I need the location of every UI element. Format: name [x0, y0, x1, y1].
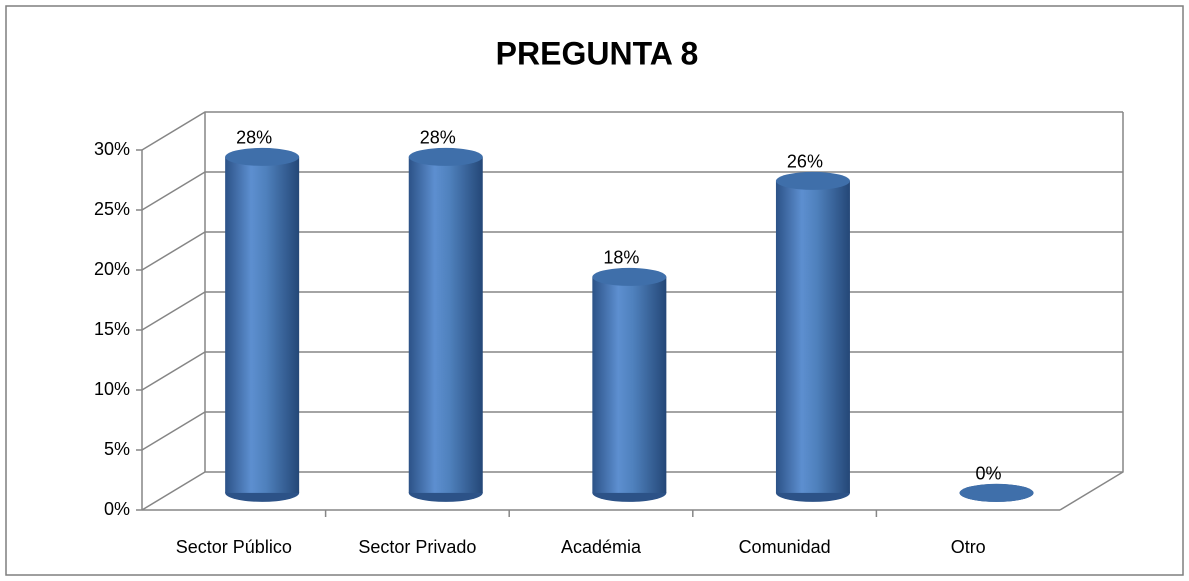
- bar-top: [775, 171, 850, 190]
- bar-top: [592, 267, 667, 286]
- bar-top: [225, 147, 300, 166]
- y-tick-label: 25%: [94, 199, 130, 219]
- bar-top: [959, 483, 1034, 502]
- bar-top: [408, 147, 483, 166]
- data-label: 28%: [420, 128, 456, 148]
- x-tick-label: Sector Público: [176, 537, 292, 557]
- grid-line: [141, 111, 1123, 151]
- data-label: 0%: [976, 464, 1002, 484]
- data-label: 26%: [787, 152, 823, 172]
- bar-body: [225, 156, 300, 493]
- x-tick-label: Comunidad: [739, 537, 831, 557]
- x-tick-label: Sector Privado: [358, 537, 476, 557]
- bar-body: [775, 180, 850, 493]
- bar: [592, 267, 667, 502]
- y-tick-label: 30%: [94, 139, 130, 159]
- y-tick-label: 15%: [94, 319, 130, 339]
- y-tick-label: 5%: [104, 439, 130, 459]
- bar: [959, 483, 1034, 502]
- x-tick-label: Otro: [951, 537, 986, 557]
- chart-title: PREGUNTA 8: [496, 35, 699, 71]
- bar: [775, 171, 850, 502]
- y-tick-label: 20%: [94, 259, 130, 279]
- data-label: 28%: [236, 128, 272, 148]
- bar: [408, 147, 483, 502]
- bar: [225, 147, 300, 502]
- data-label: 18%: [603, 248, 639, 268]
- y-tick-label: 0%: [104, 499, 130, 519]
- bar-body: [592, 276, 667, 493]
- bar-body: [408, 156, 483, 493]
- y-tick-label: 10%: [94, 379, 130, 399]
- x-tick-label: Académia: [561, 537, 642, 557]
